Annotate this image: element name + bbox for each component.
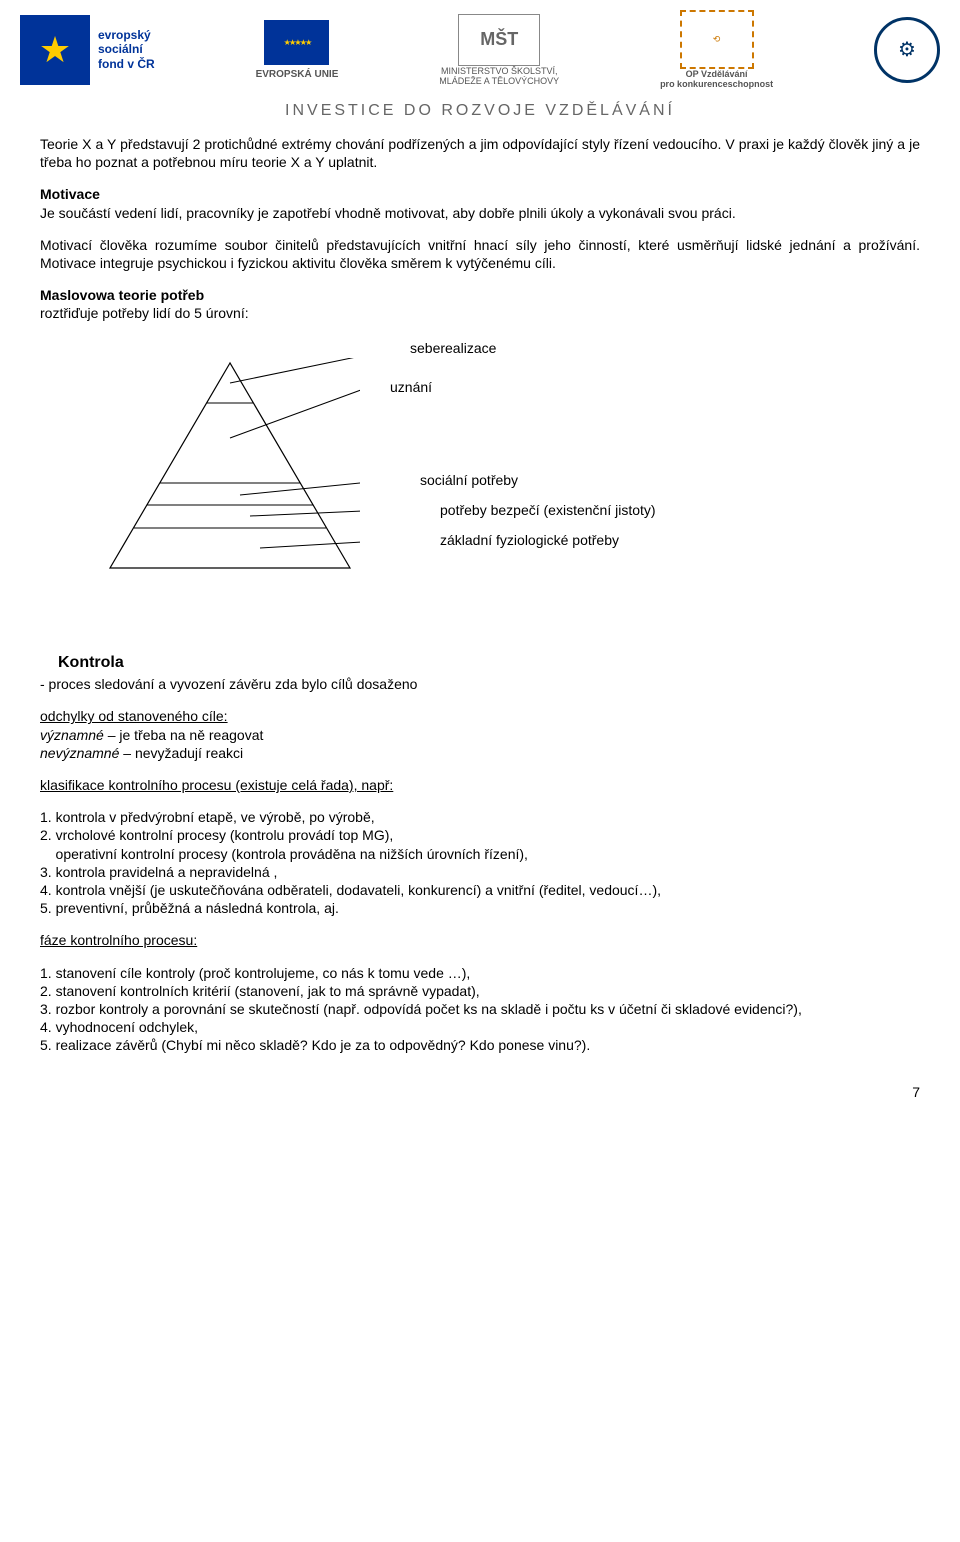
klas-2b: operativní kontrolní procesy (kontrola p… xyxy=(40,845,920,863)
klas-2: 2. vrcholové kontrolní procesy (kontrolu… xyxy=(40,826,920,844)
faze-3: 3. rozbor kontroly a porovnání se skuteč… xyxy=(40,1000,920,1018)
maslow-pyramid: seberealizace uznání sociální potřeby po… xyxy=(40,333,920,593)
seal-icon: ⚙ xyxy=(874,17,940,83)
kontrola-sub: - proces sledování a vyvození závěru zda… xyxy=(40,675,920,693)
eu-label: EVROPSKÁ UNIE xyxy=(256,69,339,80)
page-number: 7 xyxy=(0,1074,960,1110)
faze-heading: fáze kontrolního procesu: xyxy=(40,931,920,949)
seal-logo: ⚙ xyxy=(874,17,940,83)
msmt-line1: MINISTERSTVO ŠKOLSTVÍ, xyxy=(441,66,558,76)
eu-logo: ★ ★ ★ ★ ★ EVROPSKÁ UNIE xyxy=(256,20,339,80)
faze-4: 4. vyhodnocení odchylek, xyxy=(40,1018,920,1036)
esf-line2: sociální xyxy=(98,42,155,56)
odchylky-1a: významné xyxy=(40,727,104,743)
op-logo: ⟲ OP Vzdělávání pro konkurenceschopnost xyxy=(660,10,773,89)
odchylky-line2: nevýznamné – nevyžadují reakci xyxy=(40,744,920,762)
esf-text: evropský sociální fond v ČR xyxy=(98,28,155,71)
odchylky-1b: – je třeba na ně reagovat xyxy=(104,727,264,743)
maslow-sub: roztřiďuje potřeby lidí do 5 úrovní: xyxy=(40,304,920,322)
klas-5: 5. preventivní, průběžná a následná kont… xyxy=(40,899,920,917)
odchylky-line1: významné – je třeba na ně reagovat xyxy=(40,726,920,744)
esf-star-icon xyxy=(20,15,90,85)
motivace-p1: Je součástí vedení lidí, pracovníky je z… xyxy=(40,204,920,222)
msmt-logo: MŠT MINISTERSTVO ŠKOLSTVÍ, MLÁDEŽE A TĚL… xyxy=(439,14,559,86)
esf-line1: evropský xyxy=(98,28,155,42)
kontrola-heading: Kontrola xyxy=(58,653,920,674)
eu-flag-icon: ★ ★ ★ ★ ★ xyxy=(264,20,329,65)
esf-logo: evropský sociální fond v ČR xyxy=(20,15,155,85)
odchylky-2b: – nevyžadují reakci xyxy=(119,745,243,761)
odchylky-heading: odchylky od stanoveného cíle: xyxy=(40,707,920,725)
pyramid-label-4: potřeby bezpečí (existenční jistoty) xyxy=(440,501,656,519)
motivace-heading: Motivace xyxy=(40,185,920,203)
klas-3: 3. kontrola pravidelná a nepravidelná , xyxy=(40,863,920,881)
teorie-xy-paragraph: Teorie X a Y představují 2 protichůdné e… xyxy=(40,135,920,171)
pyramid-svg xyxy=(100,358,360,578)
msmt-icon: MŠT xyxy=(458,14,540,66)
esf-line3: fond v ČR xyxy=(98,57,155,71)
pyramid-label-1: seberealizace xyxy=(410,339,496,357)
klas-4: 4. kontrola vnější (je uskutečňována odb… xyxy=(40,881,920,899)
faze-5: 5. realizace závěrů (Chybí mi něco sklad… xyxy=(40,1036,920,1054)
motivace-p2: Motivací člověka rozumíme soubor činitel… xyxy=(40,236,920,272)
klasifikace-heading: klasifikace kontrolního procesu (existuj… xyxy=(40,776,920,794)
klas-1: 1. kontrola v předvýrobní etapě, ve výro… xyxy=(40,808,920,826)
faze-2: 2. stanovení kontrolních kritérií (stano… xyxy=(40,982,920,1000)
maslow-heading: Maslovowa teorie potřeb xyxy=(40,286,920,304)
faze-1: 1. stanovení cíle kontroly (proč kontrol… xyxy=(40,964,920,982)
header-logos-row: evropský sociální fond v ČR ★ ★ ★ ★ ★ EV… xyxy=(0,0,960,94)
op-line2: pro konkurenceschopnost xyxy=(660,79,773,89)
op-line1: OP Vzdělávání xyxy=(686,69,748,79)
pyramid-label-3: sociální potřeby xyxy=(420,471,518,489)
pyramid-label-2: uznání xyxy=(390,378,432,396)
op-icon: ⟲ xyxy=(680,10,754,69)
pyramid-label-5: základní fyziologické potřeby xyxy=(440,531,619,549)
msmt-line2: MLÁDEŽE A TĚLOVÝCHOVY xyxy=(439,76,559,86)
odchylky-2a: nevýznamné xyxy=(40,745,119,761)
document-content: Teorie X a Y představují 2 protichůdné e… xyxy=(0,135,960,1074)
invest-title: INVESTICE DO ROZVOJE VZDĚLÁVÁNÍ xyxy=(0,94,960,135)
